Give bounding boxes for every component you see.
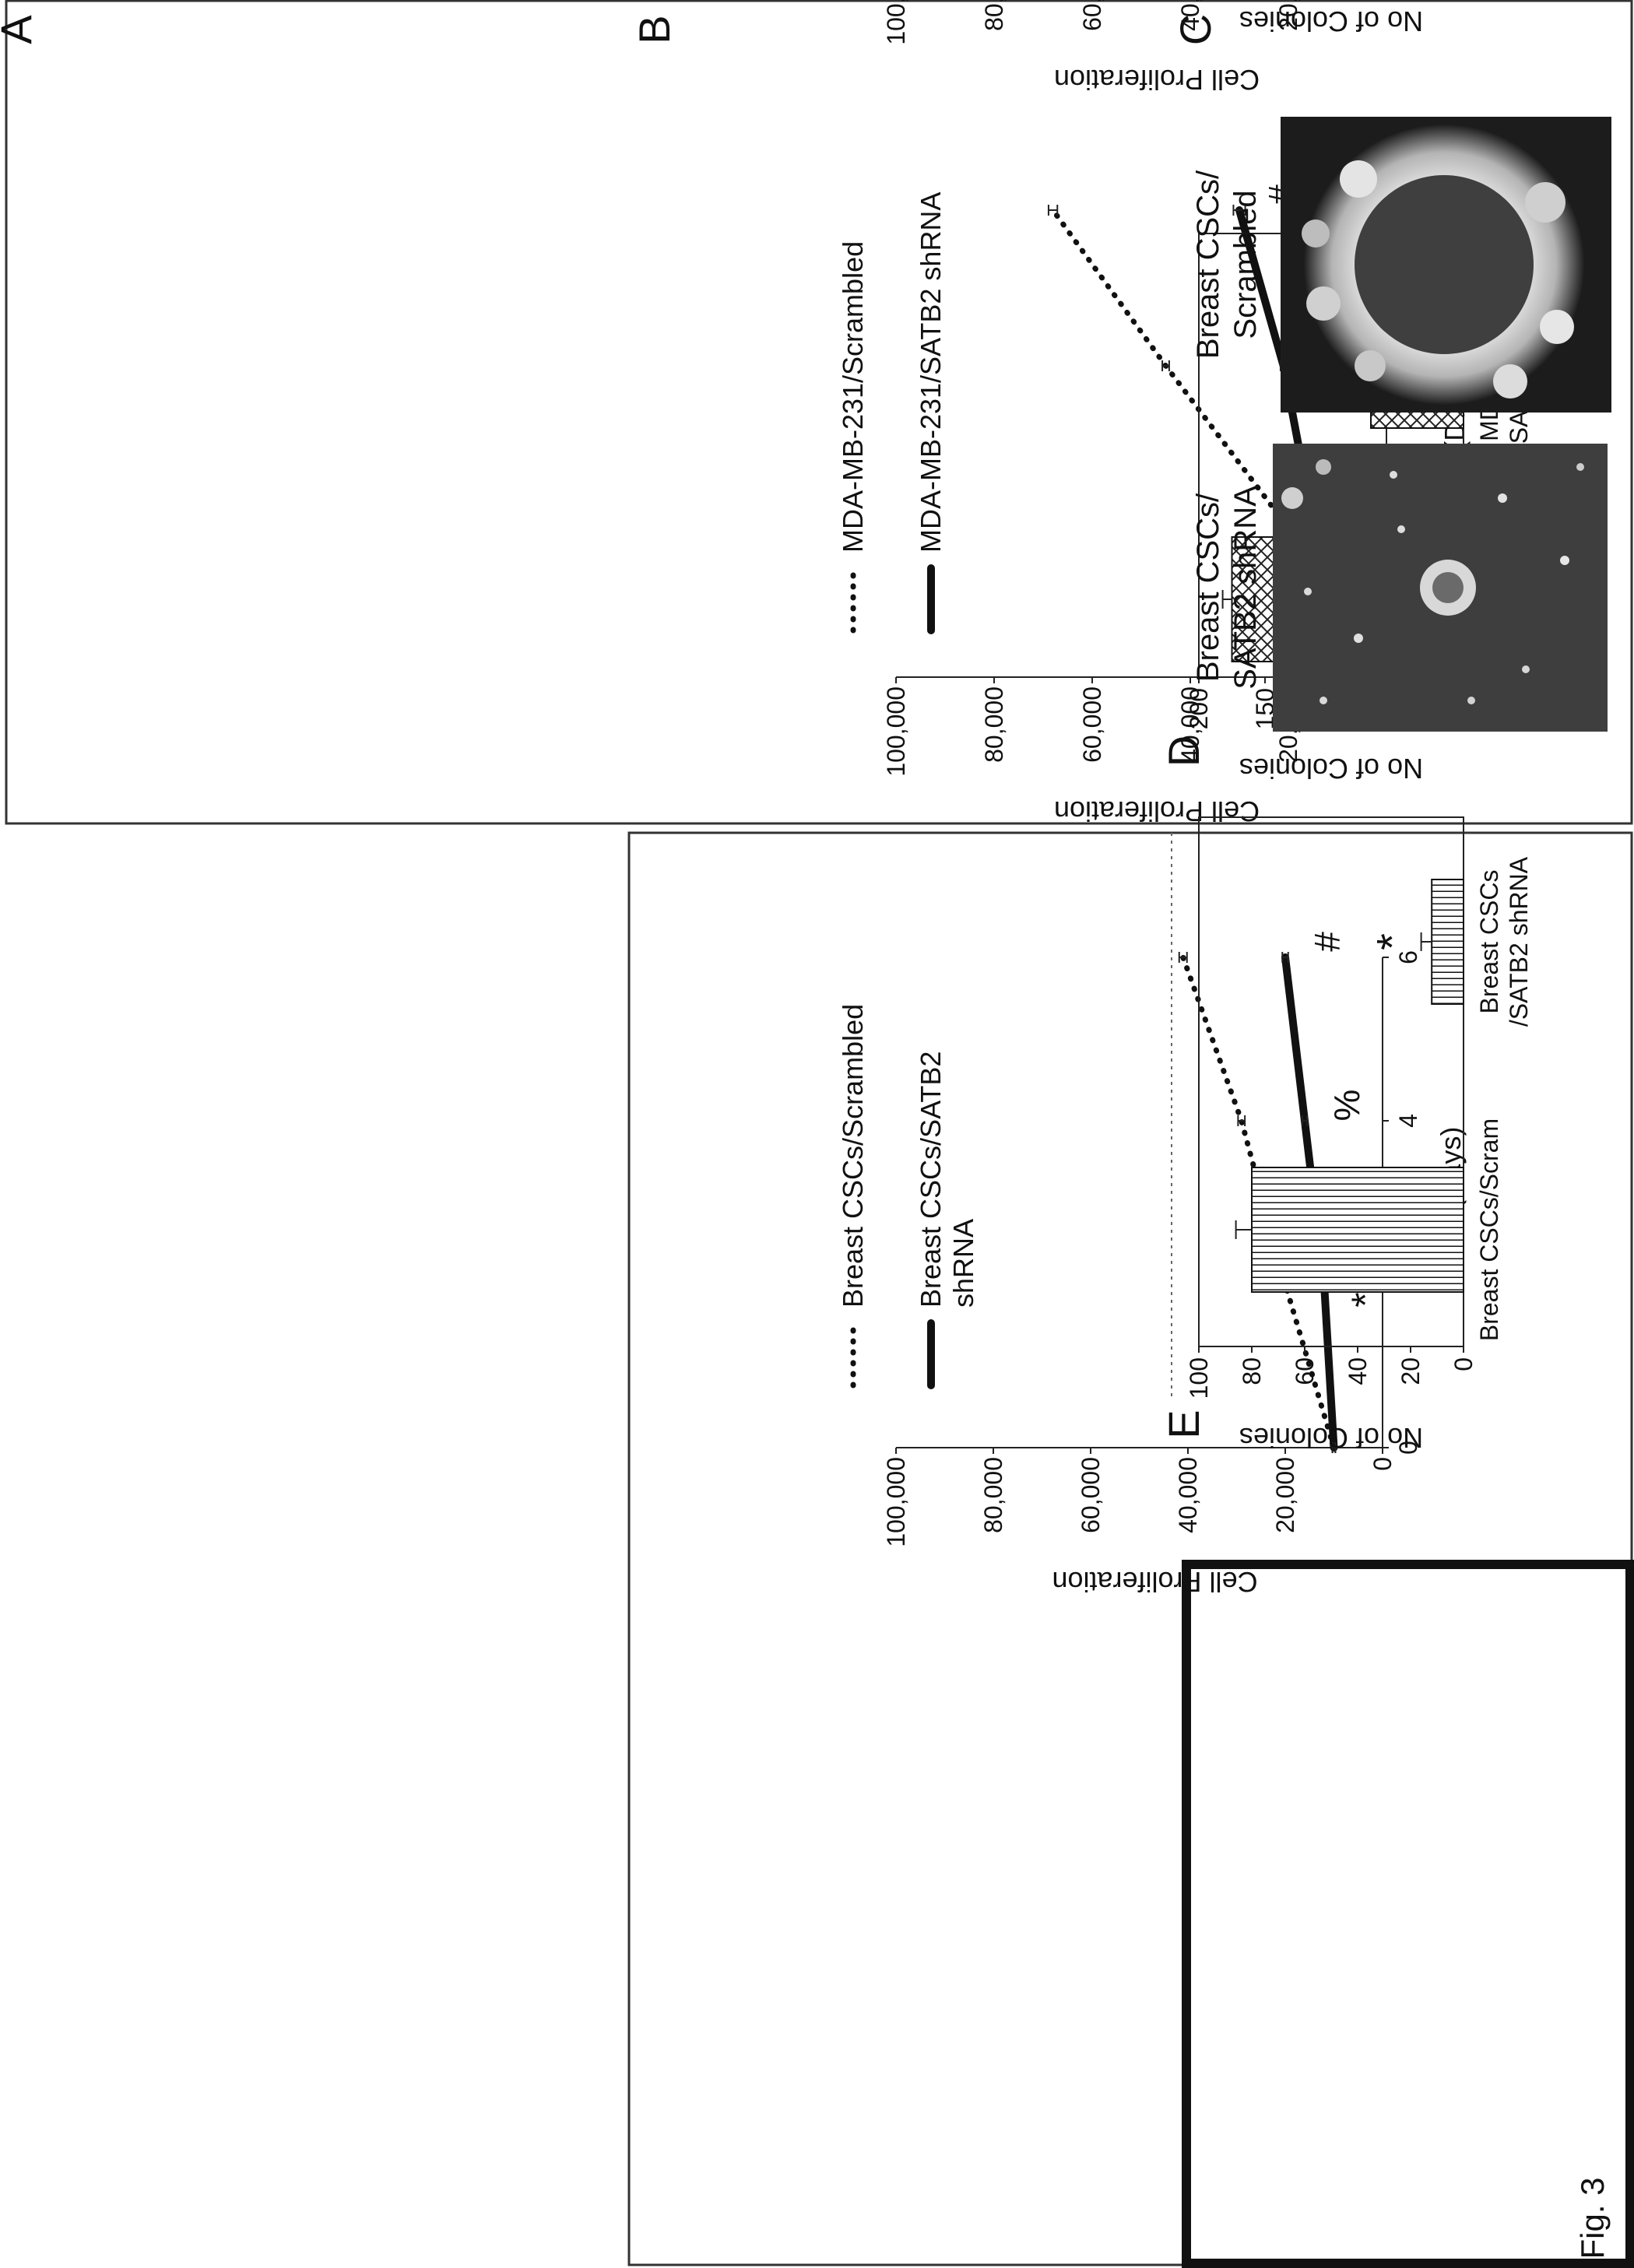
panel-label-d: D [1159, 736, 1208, 767]
y-tick-label: 60,000 [1077, 1457, 1105, 1533]
y-tick-label: 100,000 [882, 686, 910, 777]
y-tick-label: 20 [1397, 1357, 1425, 1385]
panel-c-micrographs [1273, 117, 1611, 732]
panel-a-frame [5, 0, 1633, 825]
y-tick-label: 0 [1369, 1457, 1397, 1471]
panel-c-frame [1182, 1560, 1634, 2268]
panel-b-mcf7-colonies-chart: 050100150200No of ColoniesMCF-7/ScramMCF… [1239, 5, 1423, 37]
y-tick-label: 0 [1450, 1357, 1478, 1371]
y-tick-label: 20,000 [1274, 0, 1302, 31]
y-tick-label: 40 [1344, 1357, 1372, 1385]
panel-label-e: E [1159, 1410, 1208, 1438]
legend-label-0: MDA-MB-231/Scrambled [837, 241, 869, 553]
y-axis-title: No of Colonies [1239, 5, 1423, 37]
x-tick-label: 4 [1394, 1114, 1422, 1128]
micrograph-caption-scrambled: Breast CSCs/Scrambled [1191, 170, 1263, 359]
y-tick-label: 60,000 [1078, 686, 1106, 763]
y-axis-title: Cell Proliferation [1054, 795, 1260, 827]
legend-label-1: Breast CSCs/SATB2shRNA [915, 1051, 979, 1308]
y-tick-label: 80 [1238, 1357, 1266, 1385]
y-tick-label: 60 [1291, 1357, 1319, 1385]
series-line-0 [1050, 207, 1341, 680]
y-tick-label: 60,000 [1078, 0, 1106, 31]
panel-label-c: C [1171, 14, 1220, 45]
y-tick-label: 80,000 [979, 1457, 1007, 1533]
micrograph-scrambled [1281, 117, 1611, 413]
x-tick-label: 6 [1394, 950, 1422, 964]
y-tick-label: 100 [1185, 1357, 1213, 1399]
y-axis-title: Cell Proliferation [1052, 1566, 1257, 1598]
panel-a-mcf7-proliferation-chart: 020,00040,00060,00080,000100,0000246Time… [882, 0, 1302, 96]
legend-label-1: MDA-MB-231/SATB2 shRNA [915, 192, 947, 553]
legend-label-0: Breast CSCs/Scrambled [837, 1004, 869, 1308]
y-axis-title: No of Colonies [1239, 1422, 1423, 1454]
significance-mark: % [1327, 1090, 1367, 1122]
micrograph-caption-satb2-shrna: Breast CSCs/SATB2 shRNA [1191, 486, 1263, 690]
y-tick-label: 100,000 [882, 0, 910, 45]
caption-text-0: Breast CSCs/Scrambled [1191, 170, 1263, 359]
significance-mark: * [1368, 933, 1417, 950]
y-tick-label: 80,000 [980, 0, 1008, 31]
significance-mark: # [1307, 932, 1348, 952]
panel-label-b: B [630, 15, 679, 44]
micrograph-satb2-shrna [1273, 444, 1608, 732]
plot-frame [1198, 816, 1464, 1347]
bar-0 [1251, 1167, 1464, 1293]
bar-1 [1431, 879, 1465, 1005]
category-label-1: Breast CSCs/SATB2 shRNA [1475, 856, 1533, 1027]
y-tick-label: 80,000 [980, 686, 1008, 763]
y-tick-label: 200 [1185, 688, 1213, 729]
y-axis-title: Cell Proliferation [1054, 64, 1260, 96]
y-tick-label: 100,000 [882, 1457, 910, 1547]
category-label-0: Breast CSCs/Scram [1475, 1118, 1503, 1341]
y-tick-label: 40,000 [1176, 686, 1204, 763]
figure-label: Fig. 3 [1574, 2177, 1611, 2259]
caption-text-1: Breast CSCs/SATB2 shRNA [1191, 486, 1263, 690]
x-tick-label: 0 [1394, 1441, 1422, 1455]
y-tick-label: 20,000 [1271, 1457, 1299, 1533]
significance-mark: * [1344, 1292, 1387, 1307]
y-axis-title: No of Colonies [1239, 753, 1423, 785]
y-tick-label: 40,000 [1174, 1457, 1202, 1533]
panel-label-a: A [0, 15, 40, 44]
series-line-0 [1180, 954, 1337, 1451]
y-tick-label: 40,000 [1176, 0, 1204, 31]
panel-b-frame [627, 831, 1633, 2266]
